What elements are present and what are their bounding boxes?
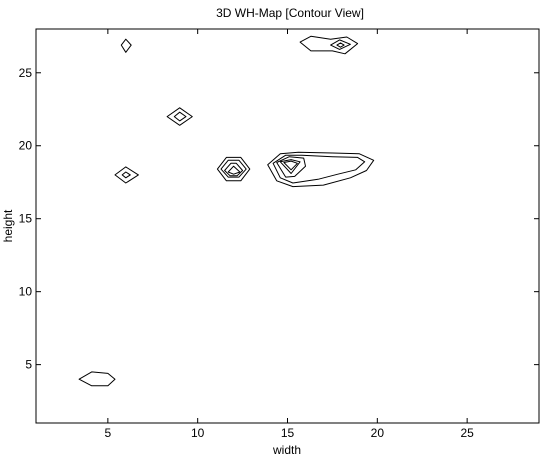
contour-line-level-2: [272, 154, 366, 184]
contour-line-level-1: [114, 166, 139, 184]
contour-line-level-2: [330, 39, 351, 50]
y-tick-label: 25: [19, 66, 33, 80]
y-tick-label: 15: [19, 212, 33, 226]
contour-line-level-2: [220, 159, 247, 178]
contour-line-level-3: [276, 156, 306, 178]
contour-line-level-3: [224, 162, 244, 177]
contour-line-level-1: [216, 156, 251, 182]
contour-line-level-1: [299, 35, 359, 55]
contour-peak-6-27: [120, 38, 132, 53]
chart-title: 3D WH-Map [Contour View]: [216, 6, 364, 20]
contour-peak-17-27: [299, 35, 359, 55]
contour-line-level-2: [121, 171, 131, 179]
y-axis-label: height: [1, 209, 15, 242]
contour-line-level-4: [279, 159, 301, 174]
x-tick-label: 10: [191, 426, 205, 440]
plot-area: [35, 28, 540, 424]
contour-line-level-3: [336, 42, 345, 48]
contour-line-level-1: [78, 371, 116, 387]
y-tick-label: 5: [25, 358, 32, 372]
y-tick-label: 20: [19, 139, 33, 153]
x-tick-label: 15: [281, 426, 295, 440]
x-tick-label: 20: [371, 426, 385, 440]
contour-line-level-5: [283, 160, 298, 171]
contour-peak-15-19-ridge: [267, 151, 375, 188]
contour-peak-4-4: [78, 371, 116, 387]
contour-line-level-4: [227, 165, 241, 175]
contour-line-level-1: [166, 107, 193, 126]
contour-line-level-2: [173, 111, 187, 122]
contour-lines: [78, 35, 375, 387]
contour-line-level-1: [267, 151, 375, 188]
x-axis-ticks: 5 10 15 20 25: [105, 29, 474, 440]
x-tick-label: 25: [460, 426, 474, 440]
x-axis-label: width: [272, 443, 301, 457]
contour-line-level-1: [120, 38, 132, 53]
contour-peak-12-18: [216, 156, 251, 182]
y-axis-ticks: 5 10 15 20 25: [19, 66, 539, 372]
x-tick-label: 5: [105, 426, 112, 440]
contour-peak-6-18: [114, 166, 139, 184]
y-tick-label: 10: [19, 285, 33, 299]
contour-peak-9-22: [166, 107, 193, 126]
